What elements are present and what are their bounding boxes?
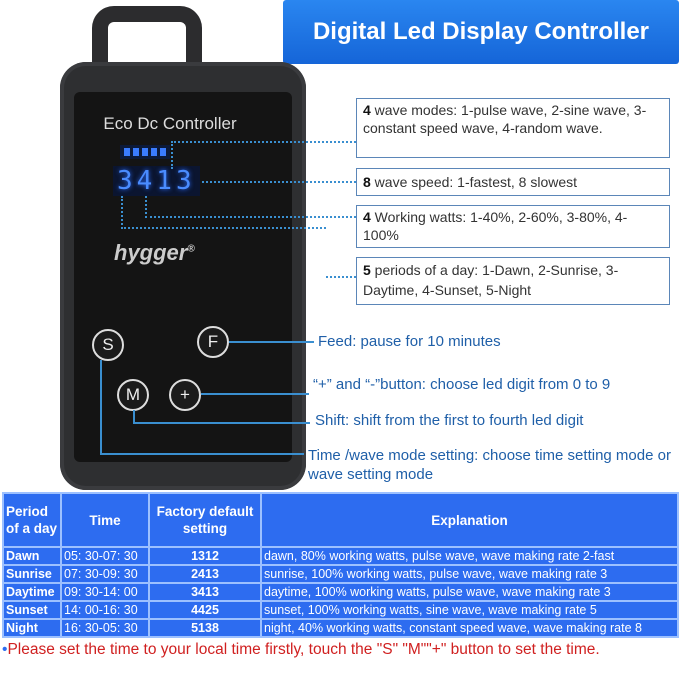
device-label: Eco Dc Controller bbox=[103, 114, 237, 133]
leader-line bbox=[121, 196, 326, 229]
arrow-line bbox=[150, 422, 310, 424]
callout-text: Working watts: 1-40%, 2-60%, 3-80%, 4-10… bbox=[363, 209, 628, 243]
callout-wave-speed: 8 wave speed: 1-fastest, 8 slowest bbox=[356, 168, 670, 196]
table-cell: 1312 bbox=[148, 546, 262, 566]
table-cell: dawn, 80% working watts, pulse wave, wav… bbox=[260, 546, 679, 566]
note-feed: Feed: pause for 10 minutes bbox=[318, 333, 501, 350]
footnote: •Please set the time to your local time … bbox=[2, 641, 679, 659]
leader-line bbox=[326, 228, 356, 278]
table-cell: 07: 30-09: 30 bbox=[60, 564, 150, 584]
note-plus-minus: “+” and “-”button: choose led digit from… bbox=[313, 376, 611, 393]
led-display: 3413 bbox=[113, 166, 200, 196]
header-time: Time bbox=[60, 492, 150, 548]
f-button[interactable]: F bbox=[197, 326, 229, 358]
footnote-text: Please set the time to your local time f… bbox=[7, 641, 600, 658]
schedule-table: Period of a day Time Factory default set… bbox=[2, 492, 679, 638]
table-cell: 16: 30-05: 30 bbox=[60, 618, 150, 638]
table-cell: Sunset bbox=[2, 600, 62, 620]
table-cell: Daytime bbox=[2, 582, 62, 602]
table-cell: 09: 30-14: 00 bbox=[60, 582, 150, 602]
leader-line bbox=[171, 141, 356, 143]
callout-text: wave modes: 1-pulse wave, 2-sine wave, 3… bbox=[363, 102, 647, 136]
bottom-section: Period of a day Time Factory default set… bbox=[2, 492, 679, 659]
bullet-icon: • bbox=[2, 641, 8, 658]
table-cell: night, 40% working watts, constant speed… bbox=[260, 618, 679, 638]
callout-wave-modes: 4 wave modes: 1-pulse wave, 2-sine wave,… bbox=[356, 98, 670, 158]
table-cell: Sunrise bbox=[2, 564, 62, 584]
leader-line bbox=[145, 196, 356, 218]
table-cell: sunset, 100% working watts, sine wave, w… bbox=[260, 600, 679, 620]
table-cell: Night bbox=[2, 618, 62, 638]
table-row: Sunrise 07: 30-09: 30 2413 sunrise, 100% wo… bbox=[2, 564, 679, 584]
table-cell: 14: 00-16: 30 bbox=[60, 600, 150, 620]
arrow-line bbox=[201, 393, 309, 395]
led-indicator-bars bbox=[120, 145, 170, 159]
callout-number: 8 bbox=[363, 174, 371, 190]
callout-text: periods of a day: 1-Dawn, 2-Sunrise, 3-D… bbox=[363, 262, 619, 298]
callout-number: 4 bbox=[363, 102, 371, 118]
note-mode: Time /wave mode setting: choose time set… bbox=[308, 447, 671, 483]
table-cell: Dawn bbox=[2, 546, 62, 566]
arrow-line bbox=[229, 341, 314, 343]
title-banner: Digital Led Display Controller bbox=[283, 0, 679, 64]
callout-number: 4 bbox=[363, 209, 371, 225]
table-cell: 2413 bbox=[148, 564, 262, 584]
brand-logo: hygger® bbox=[114, 240, 195, 265]
leader-line bbox=[171, 141, 173, 169]
table-row: Sunset 14: 00-16: 30 4425 sunset, 100% work… bbox=[2, 600, 679, 620]
table-row: Night 16: 30-05: 30 5138 night, 40% working… bbox=[2, 618, 679, 638]
table-cell: 5138 bbox=[148, 618, 262, 638]
table-cell: 4425 bbox=[148, 600, 262, 620]
table-header-row: Period of a day Time Factory default set… bbox=[2, 492, 679, 548]
plus-button[interactable]: + bbox=[169, 379, 201, 411]
table-cell: 05: 30-07: 30 bbox=[60, 546, 150, 566]
callout-working-watts: 4 Working watts: 1-40%, 2-60%, 3-80%, 4-… bbox=[356, 205, 670, 248]
header-default: Factory default setting bbox=[148, 492, 262, 548]
table-cell: daytime, 100% working watts, pulse wave,… bbox=[260, 582, 679, 602]
s-button[interactable]: S bbox=[92, 329, 124, 361]
table-cell: 3413 bbox=[148, 582, 262, 602]
callout-text: wave speed: 1-fastest, 8 slowest bbox=[370, 174, 578, 190]
table-row: Daytime 09: 30-14: 00 3413 daytime, 100% wo… bbox=[2, 582, 679, 602]
callout-number: 5 bbox=[363, 262, 371, 278]
arrow-line bbox=[133, 410, 151, 424]
callout-periods: 5 periods of a day: 1-Dawn, 2-Sunrise, 3… bbox=[356, 257, 670, 305]
table-row: Dawn 05: 30-07: 30 1312 dawn, 80% working w… bbox=[2, 546, 679, 566]
header-explanation: Explanation bbox=[260, 492, 679, 548]
leader-line bbox=[202, 181, 356, 183]
table-cell: sunrise, 100% working watts, pulse wave,… bbox=[260, 564, 679, 584]
note-shift: Shift: shift from the first to fourth le… bbox=[315, 412, 584, 429]
header-period: Period of a day bbox=[2, 492, 62, 548]
arrow-line bbox=[100, 360, 304, 455]
